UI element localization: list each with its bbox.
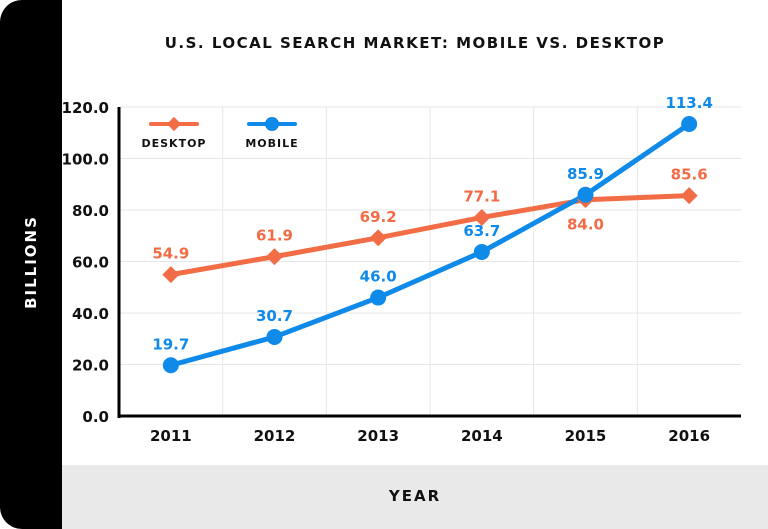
x-tick-label: 2016 <box>668 427 710 445</box>
legend-label: DESKTOP <box>141 137 206 150</box>
desktop-point <box>680 187 698 205</box>
desktop-point <box>162 266 180 284</box>
data-label: 113.4 <box>665 94 712 112</box>
data-label: 85.6 <box>671 166 708 184</box>
x-tick-label: 2013 <box>357 427 399 445</box>
legend-circle-icon <box>265 117 279 131</box>
x-tick-label: 2014 <box>461 427 503 445</box>
data-label: 77.1 <box>463 187 500 205</box>
legend-diamond-icon <box>166 116 182 132</box>
x-axis-label: YEAR <box>388 487 442 505</box>
desktop-point <box>369 229 387 247</box>
data-label: 84.0 <box>567 216 604 234</box>
legend-label: MOBILE <box>245 137 298 150</box>
y-axis-label-bar: BILLIONS <box>0 0 62 529</box>
y-tick-label: 100.0 <box>62 151 109 169</box>
mobile-point <box>162 357 179 374</box>
x-tick-label: 2012 <box>254 427 296 445</box>
y-tick-label: 0.0 <box>82 408 109 426</box>
data-label: 19.7 <box>152 335 189 353</box>
data-label: 46.0 <box>360 268 397 286</box>
y-tick-label: 120.0 <box>62 99 109 117</box>
series-line-desktop <box>170 193 690 278</box>
desktop-point <box>473 208 491 226</box>
y-tick-label: 60.0 <box>72 254 109 272</box>
x-tick-label: 2015 <box>565 427 607 445</box>
x-tick-label: 2011 <box>150 427 192 445</box>
mobile-point <box>370 289 387 306</box>
y-tick-label: 20.0 <box>72 357 109 375</box>
chart-title: U.S. LOCAL SEARCH MARKET: MOBILE VS. DES… <box>164 34 666 52</box>
series-line-mobile <box>170 121 691 368</box>
data-label: 30.7 <box>256 307 293 325</box>
x-axis-label-bar: YEAR <box>62 465 768 529</box>
data-label: 54.9 <box>152 245 189 263</box>
mobile-point <box>577 186 594 203</box>
desktop-point <box>266 248 283 266</box>
data-label: 69.2 <box>360 208 397 226</box>
data-label: 63.7 <box>463 222 500 240</box>
data-label: 85.9 <box>567 165 604 183</box>
y-tick-label: 80.0 <box>72 202 109 220</box>
mobile-point <box>473 243 490 260</box>
y-tick-label: 40.0 <box>72 305 109 323</box>
mobile-point <box>681 115 698 132</box>
data-label: 61.9 <box>256 227 293 245</box>
mobile-point <box>266 328 283 345</box>
